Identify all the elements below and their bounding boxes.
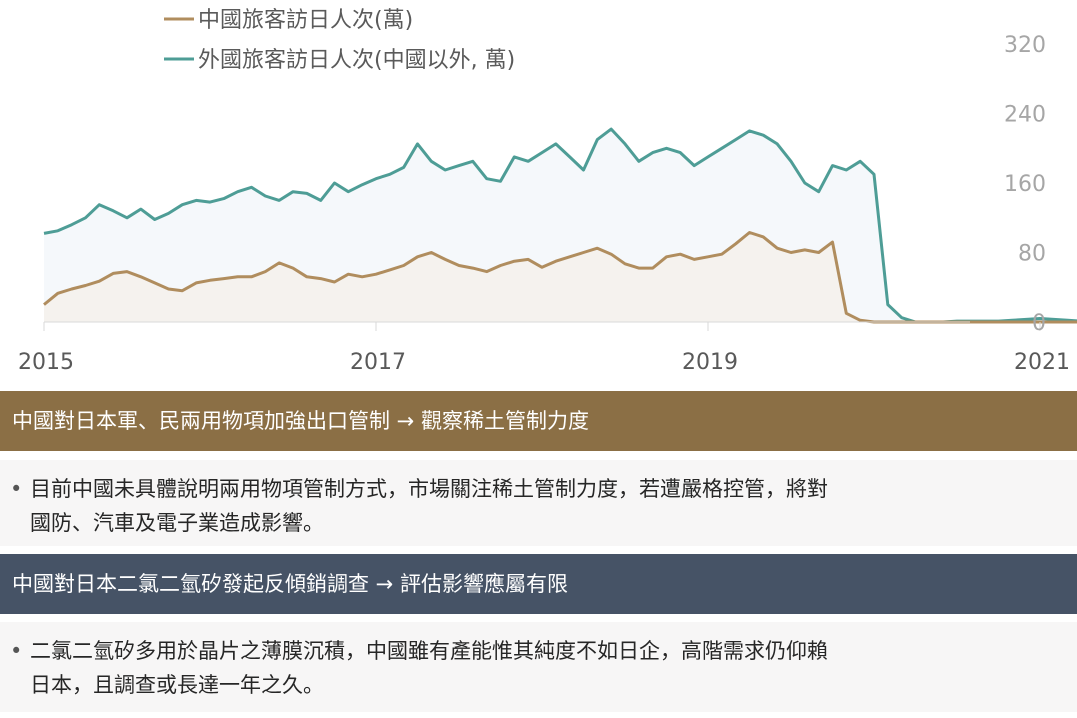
- bullet-text-export-control: 目前中國未具體說明兩用物項管制方式，市場關注稀土管制力度，若遭嚴格控管，將對 國…: [30, 477, 828, 535]
- legend: 中國旅客訪日人次(萬) 外國旅客訪日人次(中國以外, 萬): [164, 8, 515, 73]
- y-tick-label: 240: [1004, 103, 1046, 128]
- area-china: [44, 232, 1077, 322]
- y-tick-label: 0: [1032, 311, 1046, 336]
- y-tick-label: 80: [1018, 242, 1046, 267]
- x-tick-label: 2021: [1014, 350, 1070, 375]
- bullet-text-antidumping: 二氯二氫矽多用於晶片之薄膜沉積，中國雖有產能惟其純度不如日企，高階需求仍仰賴 日…: [30, 639, 828, 697]
- bullet-dot: •: [10, 477, 23, 501]
- section-note-antidumping: • 二氯二氫矽多用於晶片之薄膜沉積，中國雖有產能惟其純度不如日企，高階需求仍仰賴…: [0, 622, 1077, 712]
- series-line-china: [43, 231, 1077, 324]
- bullet-dot: •: [10, 639, 23, 663]
- y-tick-label: 160: [1004, 172, 1046, 197]
- series-line-others: [43, 127, 1077, 324]
- x-axis-ticks: 201520172019202120232025: [18, 322, 1070, 375]
- section-heading-antidumping: 中國對日本二氯二氫矽發起反傾銷調查 → 評估影響應屬有限: [0, 554, 1077, 614]
- y-tick-label: 320: [1004, 33, 1046, 58]
- x-tick-label: 2019: [682, 350, 738, 375]
- visitors-chart: 中國旅客訪日人次(萬) 外國旅客訪日人次(中國以外, 萬) 2015 2017 20…: [18, 8, 1077, 375]
- section-heading-export-control: 中國對日本軍、民兩用物項加強出口管制 → 觀察稀土管制力度: [0, 391, 1077, 451]
- x-tick-label: 2017: [350, 350, 406, 375]
- y-axis-ticks: 0 80 160 240 320: [1004, 33, 1046, 336]
- x-tick-label: 2015: [18, 350, 74, 375]
- legend-label-china: 中國旅客訪日人次(萬): [198, 8, 413, 33]
- section-note-export-control: • 目前中國未具體說明兩用物項管制方式，市場關注稀土管制力度，若遭嚴格控管，將對…: [0, 460, 1077, 546]
- legend-label-others: 外國旅客訪日人次(中國以外, 萬): [198, 48, 515, 73]
